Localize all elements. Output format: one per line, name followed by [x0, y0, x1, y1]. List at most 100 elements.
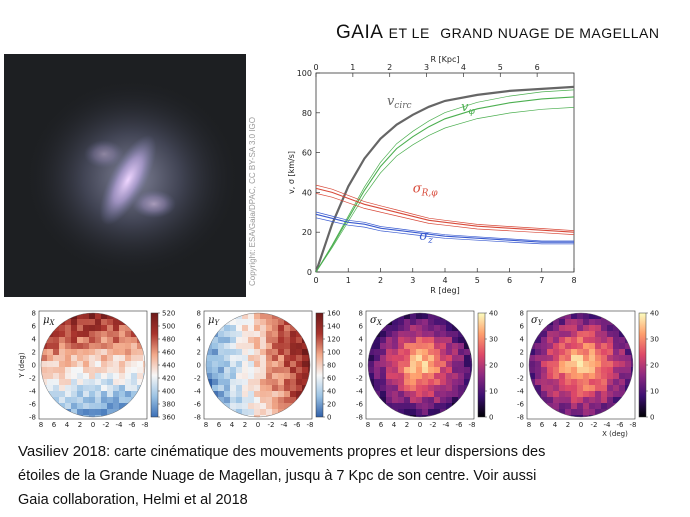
map-cell: [613, 379, 620, 386]
map-cell: [434, 409, 441, 416]
map-cell: [529, 373, 536, 380]
map-cell: [613, 367, 620, 374]
map-cell: [446, 409, 453, 416]
map-cell: [230, 313, 237, 320]
map-cell: [386, 391, 393, 398]
map-y-tick-label: -4: [356, 388, 364, 396]
map-cell: [248, 379, 255, 386]
map-cell: [47, 373, 54, 380]
map-cell: [470, 343, 472, 350]
map-cell: [547, 337, 554, 344]
map-cell: [242, 373, 249, 380]
map-cell: [410, 343, 417, 350]
map-cell: [266, 343, 273, 350]
map-cell: [137, 337, 144, 344]
map-cell: [398, 415, 405, 417]
map-cell: [65, 361, 72, 368]
map-cell: [583, 409, 590, 416]
map-cell: [571, 397, 578, 404]
map-cell: [422, 331, 429, 338]
map-x-tick-label: -4: [116, 421, 124, 429]
map-cell: [272, 367, 279, 374]
map-cell: [452, 343, 459, 350]
map-cell: [398, 379, 405, 386]
map-cell: [458, 355, 465, 362]
map-cell: [577, 349, 584, 356]
map-cell: [416, 391, 423, 398]
map-cell: [619, 379, 626, 386]
map-cell: [131, 367, 138, 374]
map-cell: [224, 391, 231, 398]
map-cell: [224, 319, 231, 326]
map-x-tick-label: -2: [591, 421, 598, 429]
map-cell: [446, 397, 453, 404]
map-cell: [625, 391, 632, 398]
map-cell: [613, 319, 620, 326]
map-cell: [41, 373, 48, 380]
map-cell: [125, 331, 132, 338]
map-cell: [380, 343, 387, 350]
map-cell: [565, 409, 572, 416]
map-cell: [428, 343, 435, 350]
map-cell: [601, 349, 608, 356]
map-cell: [59, 349, 66, 356]
map-cell: [83, 415, 90, 417]
map-label-sub-3: Y: [538, 319, 544, 327]
map-cell: [410, 409, 417, 416]
x2-tick-label: 3: [424, 63, 429, 72]
map-cell: [589, 385, 596, 392]
map-cell: [553, 385, 560, 392]
map-cell: [260, 403, 267, 410]
map-x-tick-label: -2: [268, 421, 275, 429]
colorbar-tick-label: 0: [327, 414, 331, 422]
map-cell: [404, 391, 411, 398]
map-cell: [619, 403, 626, 410]
map-cell: [278, 349, 285, 356]
map-cell: [565, 343, 572, 350]
map-cell: [113, 355, 120, 362]
map-cell: [107, 409, 114, 416]
map-y-tick-label: -6: [356, 401, 364, 409]
map-cell: [595, 313, 602, 320]
colorbar-tick-label: 60: [327, 375, 336, 383]
series-line-2: [315, 187, 575, 233]
map-cell: [137, 349, 144, 356]
map-cell: [380, 373, 387, 380]
map-cell: [410, 397, 417, 404]
map-cell: [218, 367, 225, 374]
map-cell: [577, 409, 584, 416]
map-cell: [143, 361, 145, 368]
map-cell: [248, 361, 255, 368]
map-cell: [95, 379, 102, 386]
map-cell: [386, 373, 393, 380]
map-cell: [535, 391, 542, 398]
map-cell: [398, 385, 405, 392]
x-tick-label: 1: [346, 276, 351, 285]
map-outline-2: [367, 312, 473, 418]
map-cell: [77, 403, 84, 410]
map-cell: [302, 355, 309, 362]
map-cell: [422, 343, 429, 350]
map-cell: [101, 373, 108, 380]
map-y-tick-label: 4: [520, 336, 525, 344]
map-x-tick-label: 0: [579, 421, 583, 429]
map-cell: [260, 349, 267, 356]
map-cell: [434, 313, 441, 320]
map-cell: [577, 379, 584, 386]
map-cell: [113, 373, 120, 380]
map-cell: [398, 361, 405, 368]
map-cell: [272, 361, 279, 368]
map-cell: [577, 385, 584, 392]
map-cell: [65, 397, 72, 404]
map-cell: [236, 409, 243, 416]
map-cell: [296, 355, 303, 362]
map-cell: [398, 409, 405, 416]
map-cell: [77, 337, 84, 344]
map-cell: [601, 391, 608, 398]
rotation-curve-chart: 0 1 2 3 4 5 6 7 8 0 20 40 60 80 100 0 1 2 3 4 5 6 R [deg] R [Kp…: [282, 55, 582, 295]
map-cell: [254, 331, 261, 338]
map-cell: [137, 367, 144, 374]
map-cell: [89, 403, 96, 410]
map-cell: [71, 415, 78, 417]
map-x-tick-label: -6: [129, 421, 137, 429]
